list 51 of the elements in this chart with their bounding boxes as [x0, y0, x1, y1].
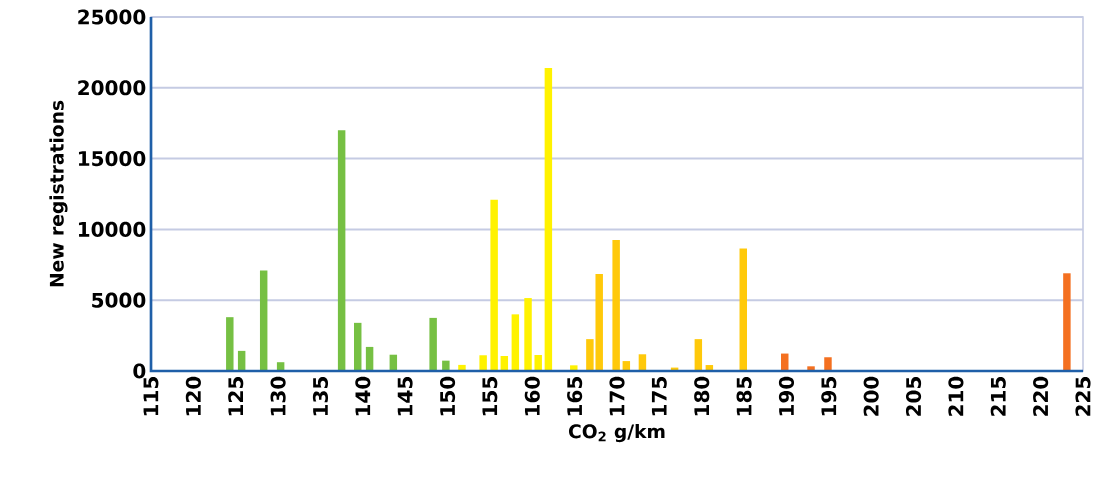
x-tick-label: 205 — [905, 377, 922, 416]
bar — [612, 240, 620, 371]
bar — [337, 130, 346, 371]
x-tick-label: 220 — [1033, 376, 1049, 416]
x-tick-label: 195 — [821, 377, 837, 416]
bar — [442, 360, 450, 371]
bar — [429, 317, 437, 371]
y-tick-label: 20000 — [78, 80, 146, 96]
x-tick-label: 190 — [778, 376, 795, 416]
bar — [824, 357, 832, 371]
x-tick-label: 150 — [439, 376, 456, 416]
bar — [807, 366, 815, 371]
bar — [511, 314, 520, 371]
y-tick-label: 0 — [133, 363, 146, 379]
bar — [570, 365, 578, 371]
bar — [490, 199, 498, 371]
x-tick-label: 160 — [524, 376, 540, 416]
bar — [259, 270, 268, 371]
y-tick-label: 10000 — [78, 221, 146, 237]
x-tick-label: 140 — [355, 376, 371, 416]
bar — [638, 354, 647, 371]
bar — [354, 322, 362, 371]
x-tick-label: 135 — [312, 377, 329, 416]
bar — [694, 339, 703, 371]
x-tick-label: 130 — [270, 376, 286, 416]
y-tick-label: 5000 — [92, 292, 146, 308]
x-tick-label: 215 — [990, 377, 1006, 416]
x-tick-label: 115 — [143, 377, 159, 416]
x-tick-label: 155 — [482, 377, 498, 416]
x-axis-title: CO$_{2}$ g/km — [568, 423, 665, 443]
x-tick-label: 120 — [185, 376, 201, 416]
bar — [544, 67, 553, 371]
x-tick-label: 180 — [694, 376, 710, 416]
x-tick-label: 185 — [736, 377, 752, 416]
y-tick-label: 25000 — [78, 9, 146, 25]
x-tick-label: 170 — [609, 376, 625, 416]
bar — [739, 248, 747, 371]
bar — [524, 298, 532, 371]
x-tick-label: 125 — [228, 377, 244, 416]
x-tick-label: 175 — [651, 377, 667, 416]
bar — [1063, 273, 1071, 371]
x-tick-label: 225 — [1075, 377, 1091, 416]
bar — [534, 354, 542, 371]
x-tick-label: 200 — [863, 376, 879, 416]
x-tick-label: 145 — [397, 377, 413, 416]
x-tick-label: 165 — [567, 377, 583, 416]
y-tick-label: 15000 — [78, 151, 146, 167]
x-tick-label: 210 — [948, 376, 964, 416]
bar — [479, 355, 487, 371]
y-axis-title: New registrations — [49, 100, 68, 287]
bar — [226, 317, 234, 371]
